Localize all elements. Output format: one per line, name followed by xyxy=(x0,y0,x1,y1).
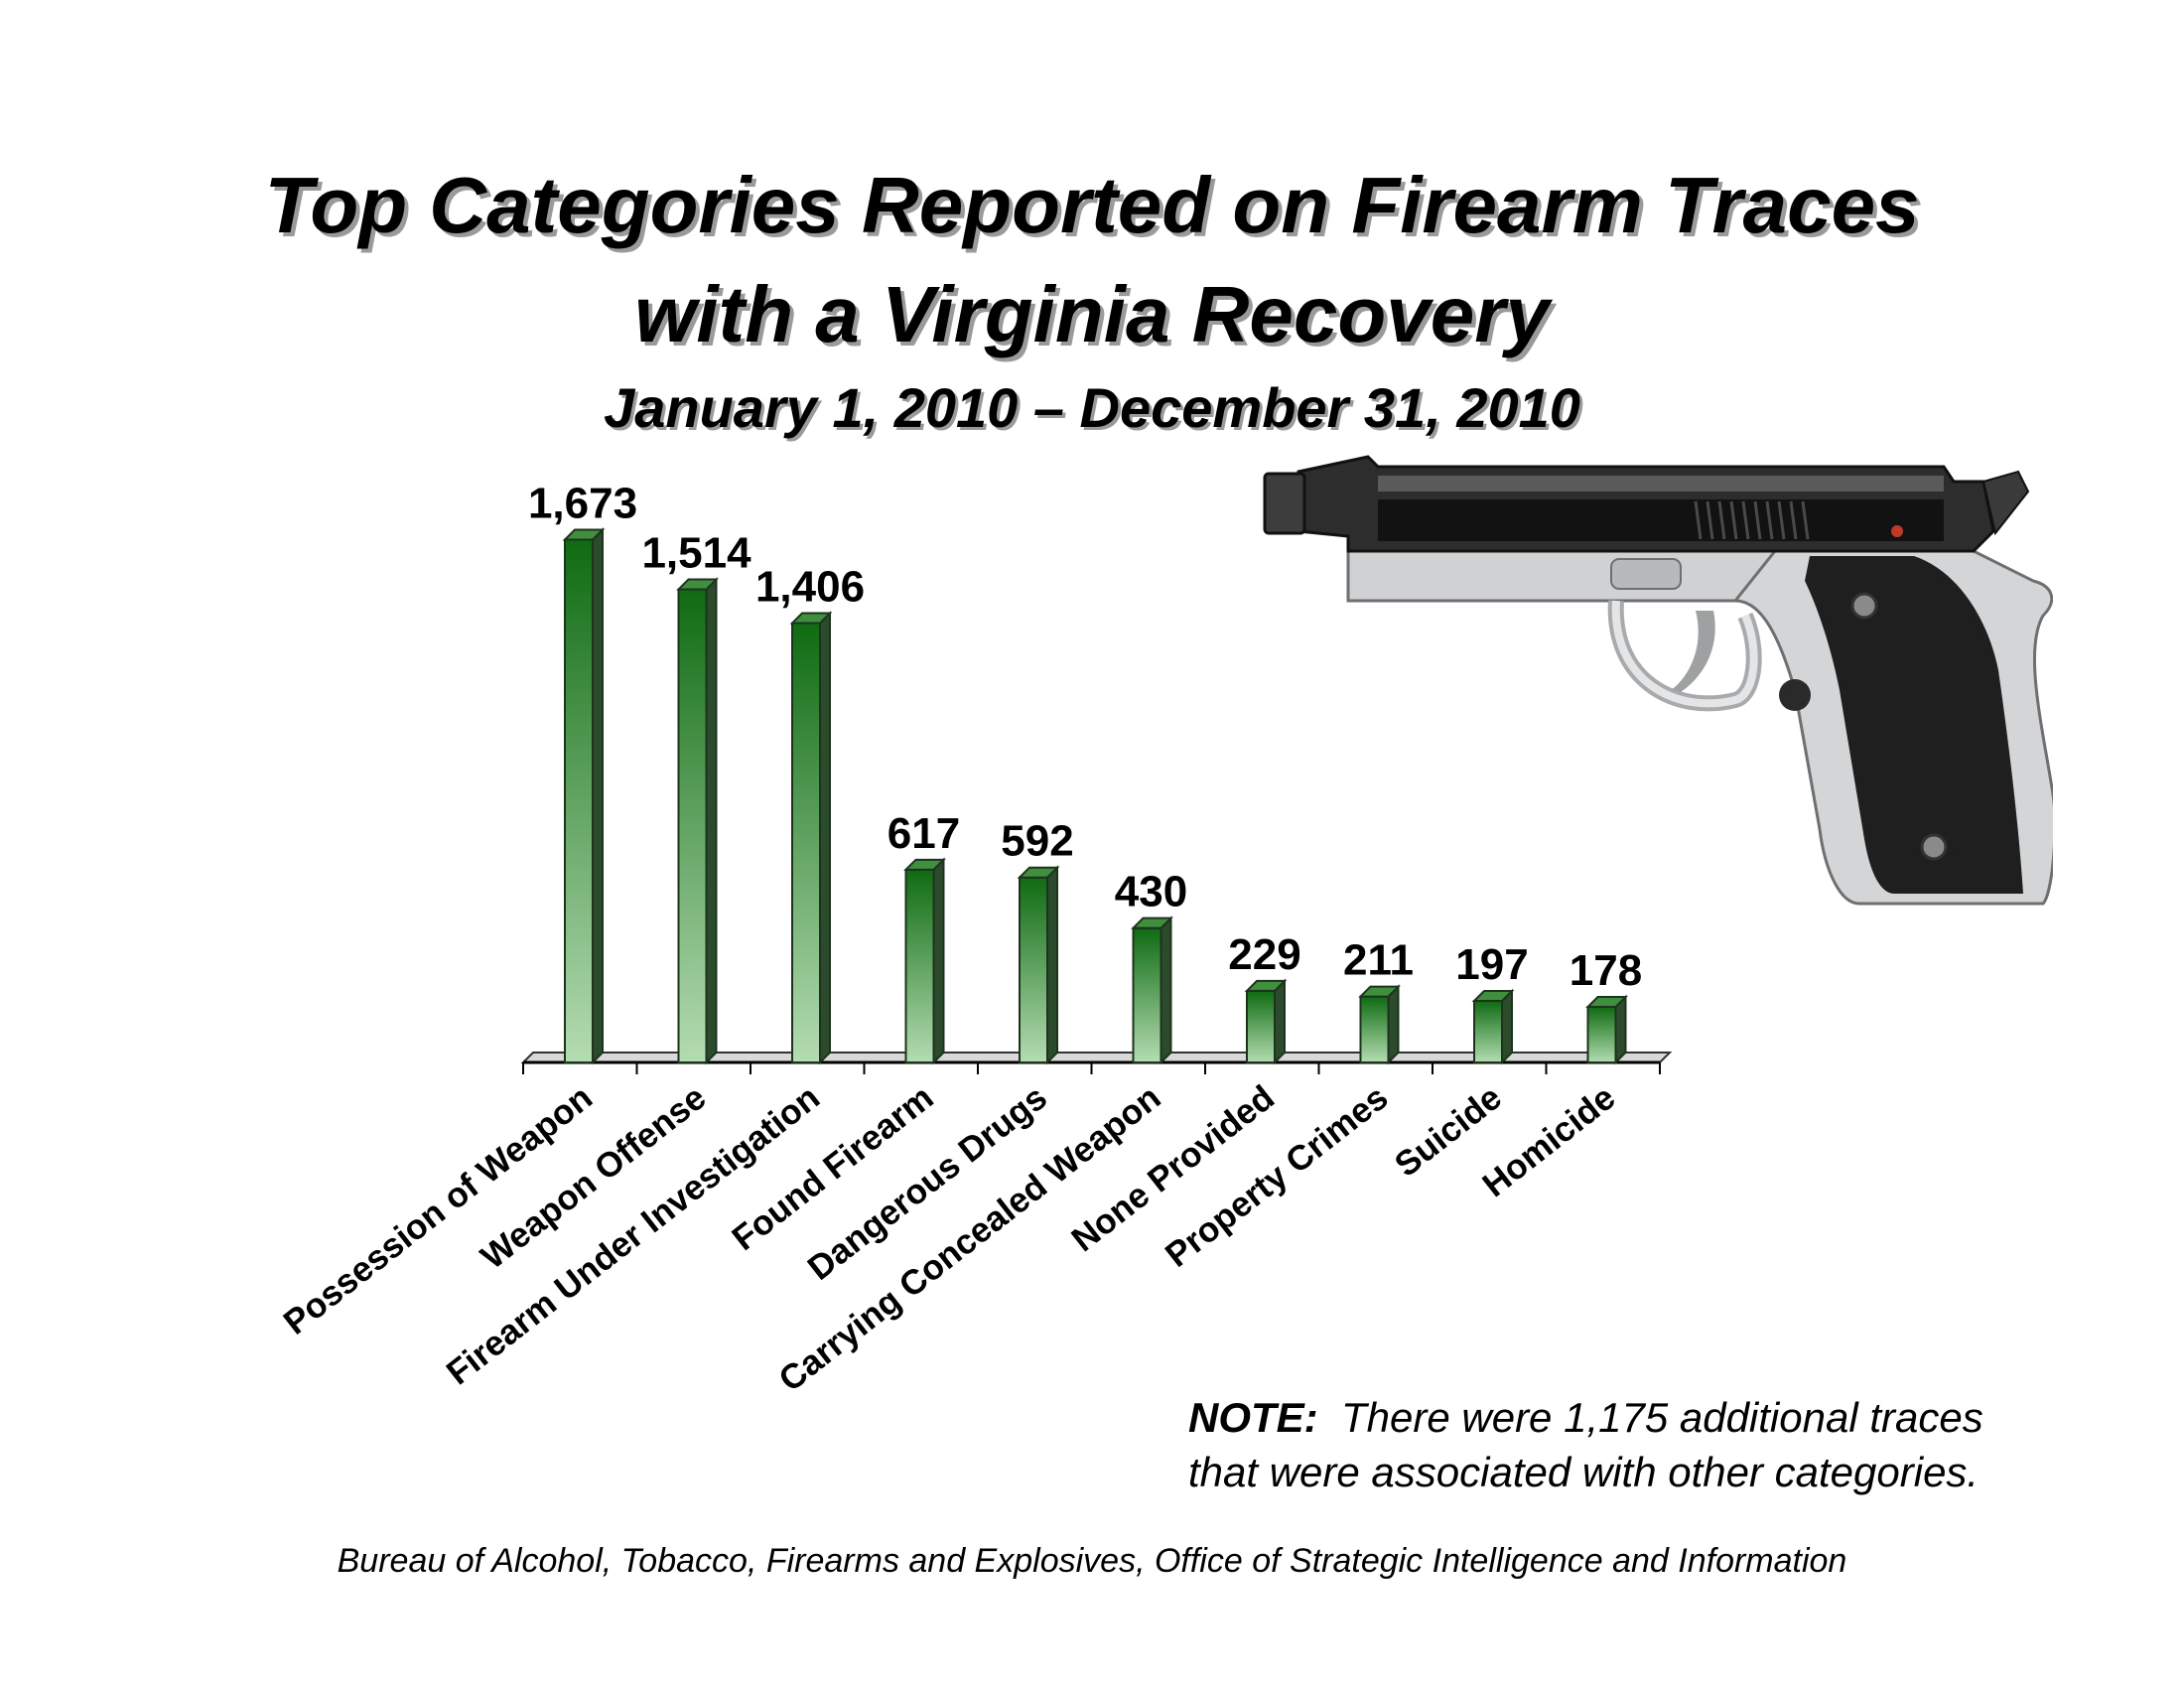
chart-title-line2: with a Virginia Recovery xyxy=(634,270,1550,358)
note-line1: There were 1,175 additional traces xyxy=(1341,1394,1983,1441)
bar-side xyxy=(1387,984,1400,1065)
bar-top xyxy=(1017,866,1060,879)
bar-side xyxy=(592,527,604,1065)
note-line2: that were associated with other categori… xyxy=(1188,1449,1979,1495)
data-label: 1,673 xyxy=(528,479,637,527)
source-credit: Bureau of Alcohol, Tobacco, Firearms and… xyxy=(337,1542,1847,1580)
bar xyxy=(1359,995,1390,1063)
data-label: 197 xyxy=(1455,940,1528,989)
data-label: 211 xyxy=(1343,936,1414,985)
bar-side xyxy=(1501,988,1513,1065)
data-label: 1,514 xyxy=(641,529,751,578)
bar-top xyxy=(1358,985,1401,998)
bar xyxy=(564,538,594,1063)
bar-side xyxy=(932,857,945,1065)
bar xyxy=(904,868,935,1063)
bar-side xyxy=(1160,915,1172,1065)
bar xyxy=(1132,926,1162,1063)
bar-top xyxy=(1471,990,1515,1003)
bar xyxy=(1246,989,1276,1064)
bar-top xyxy=(562,528,606,541)
data-label: 229 xyxy=(1228,930,1300,979)
bar-side xyxy=(1274,978,1286,1065)
data-label: 178 xyxy=(1570,946,1642,995)
bar xyxy=(1586,1005,1617,1064)
bar-side xyxy=(705,577,718,1065)
bar-side xyxy=(819,611,831,1065)
bar-top xyxy=(1131,916,1173,929)
bar xyxy=(791,622,821,1064)
bar xyxy=(1019,876,1048,1063)
bar-side xyxy=(1046,865,1058,1065)
data-label: 617 xyxy=(887,809,960,858)
pistol-icon xyxy=(1263,455,2053,906)
data-label: 1,406 xyxy=(755,563,865,612)
note-label: NOTE: xyxy=(1188,1394,1318,1441)
bar-top xyxy=(789,612,833,625)
data-label: 592 xyxy=(1001,817,1073,866)
chart-note: NOTE: There were 1,175 additional traces… xyxy=(1188,1390,2082,1499)
data-label: 430 xyxy=(1115,868,1187,916)
bar xyxy=(677,588,708,1063)
bar-top xyxy=(676,578,719,591)
bar-top xyxy=(1244,979,1288,992)
chart-subtitle: January 1, 2010 – December 31, 2010 xyxy=(604,376,1580,439)
bar-top xyxy=(1585,995,1628,1008)
bar xyxy=(1473,1000,1503,1063)
chart-title: Top Categories Reported on Firearm Trace… xyxy=(264,161,1920,249)
bar-top xyxy=(903,858,946,871)
